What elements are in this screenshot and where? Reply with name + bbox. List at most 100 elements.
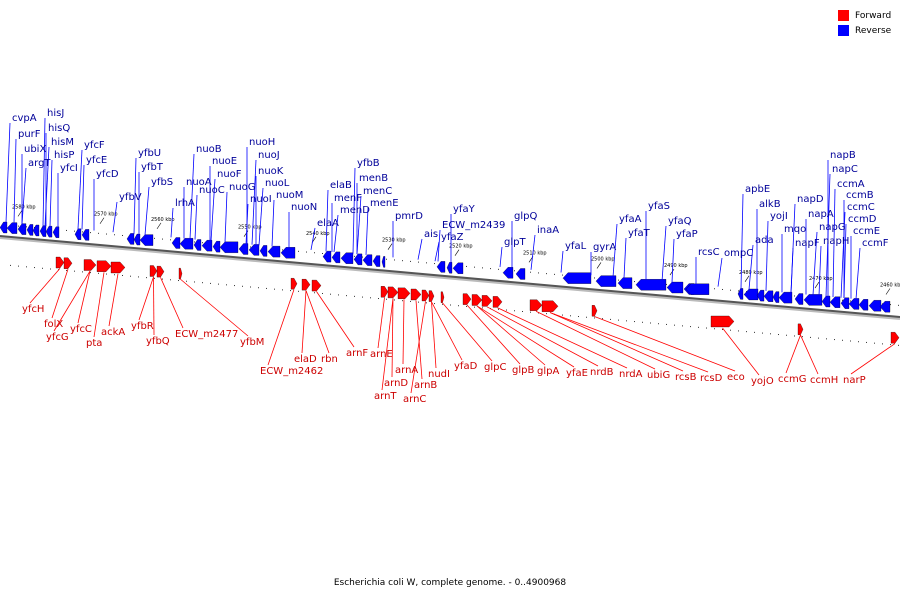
legend-forward: Forward [838, 8, 891, 23]
forward-gene-label: nudI [428, 369, 450, 380]
forward-gene-arrow [440, 291, 445, 303]
scale-dot [50, 268, 51, 270]
scale-dot [730, 289, 731, 291]
forward-gene-arrow [311, 279, 322, 292]
scale-dot [82, 231, 83, 233]
kbp-tick-mark [669, 268, 675, 276]
scale-dot [514, 310, 515, 312]
reverse-gene-label: nuoK [258, 166, 284, 177]
scale-dot [722, 288, 723, 290]
scale-dot [402, 260, 403, 262]
scale-dot [618, 319, 619, 321]
scale-dot [578, 316, 579, 318]
forward-gene-arrow [529, 299, 543, 311]
reverse-leader-line [560, 250, 564, 273]
scale-dot [26, 226, 27, 228]
kbp-tick-label: 2520 kbp [449, 244, 473, 250]
scale-dot [434, 263, 435, 265]
reverse-gene-arrow [840, 297, 850, 309]
scale-dot [754, 331, 755, 333]
scale-dot [466, 305, 467, 307]
scale-dot [858, 341, 859, 343]
kbp-tick-mark [99, 217, 105, 224]
scale-dot [34, 267, 35, 269]
reverse-gene-arrow [436, 261, 446, 273]
reverse-gene-arrow [179, 238, 194, 250]
scale-dot [154, 237, 155, 239]
scale-dot [834, 339, 835, 341]
scale-dot [18, 265, 19, 267]
scale-dot [490, 268, 491, 270]
reverse-leader-line [530, 234, 536, 270]
scale-dot [298, 290, 299, 292]
scale-dot [42, 267, 43, 269]
scale-dot [522, 310, 523, 312]
forward-leader-line [535, 310, 656, 370]
reverse-leader-line [194, 194, 198, 240]
reverse-leader-line [417, 238, 423, 260]
kbp-tick-label: 2560 kbp [151, 217, 175, 223]
reverse-gene-label: napC [832, 164, 858, 175]
scale-dot [602, 318, 603, 320]
scale-dot [322, 252, 323, 254]
scale-dot [18, 225, 19, 227]
forward-gene-arrow [96, 260, 112, 272]
reverse-gene-label: yfcD [96, 169, 119, 180]
reverse-gene-arrow [595, 275, 617, 287]
reverse-gene-label: ccmB [846, 190, 874, 201]
scale-dot [346, 295, 347, 297]
scale-dot [426, 302, 427, 304]
scale-dot [570, 315, 571, 317]
reverse-gene-label: gyrA [593, 242, 616, 253]
kbp-tick-mark [156, 222, 162, 230]
reverse-gene-label: yfcI [60, 163, 78, 174]
scale-dot [682, 325, 683, 327]
backbone-line [0, 235, 900, 318]
scale-dot [242, 285, 243, 287]
scale-dot [386, 258, 387, 260]
scale-dot [218, 283, 219, 285]
forward-leader-line [153, 276, 155, 336]
scale-dot [738, 290, 739, 292]
scale-dot [666, 323, 667, 325]
forward-gene-arrow [797, 323, 804, 335]
scale-dot [634, 321, 635, 323]
reverse-leader-line [437, 229, 441, 262]
forward-gene-arrow [301, 279, 311, 291]
reverse-gene-label: mqo [784, 224, 806, 235]
scale-dot [410, 260, 411, 262]
reverse-gene-arrow [238, 243, 249, 255]
scale-dot [538, 272, 539, 274]
reverse-leader-line [740, 193, 744, 289]
scale-dot [474, 266, 475, 268]
forward-leader-line [51, 268, 69, 319]
reverse-leader-line [356, 195, 362, 255]
scale-dot [114, 234, 115, 236]
scale-dot [706, 327, 707, 329]
reverse-gene-arrow [219, 241, 239, 253]
reverse-gene-label: ubiX [24, 144, 46, 155]
scale-dot [562, 314, 563, 316]
forward-gene-label: glpC [484, 362, 506, 373]
scale-dot [194, 241, 195, 243]
forward-gene-label: ubiG [647, 370, 670, 381]
reverse-gene-label: ompC [724, 248, 753, 259]
reverse-gene-label: nuoB [196, 144, 222, 155]
scale-dot [402, 300, 403, 302]
reverse-gene-arrow [743, 288, 759, 301]
reverse-gene-arrow [322, 250, 332, 263]
scale-dot [114, 274, 115, 276]
reverse-gene-arrow [635, 279, 667, 291]
forward-gene-label: yfcH [22, 304, 44, 315]
reverse-leader-line [832, 188, 836, 297]
scale-dot [714, 288, 715, 290]
scale-dot [810, 336, 811, 338]
reverse-leader-line [843, 223, 847, 298]
reverse-gene-label: menE [370, 198, 399, 209]
reverse-gene-arrow [201, 240, 213, 252]
reverse-gene-arrow [212, 241, 221, 253]
reverse-gene-label: menF [334, 193, 362, 204]
scale-dot [394, 299, 395, 301]
reverse-gene-label: menC [363, 186, 392, 197]
reverse-gene-arrow [666, 281, 684, 294]
